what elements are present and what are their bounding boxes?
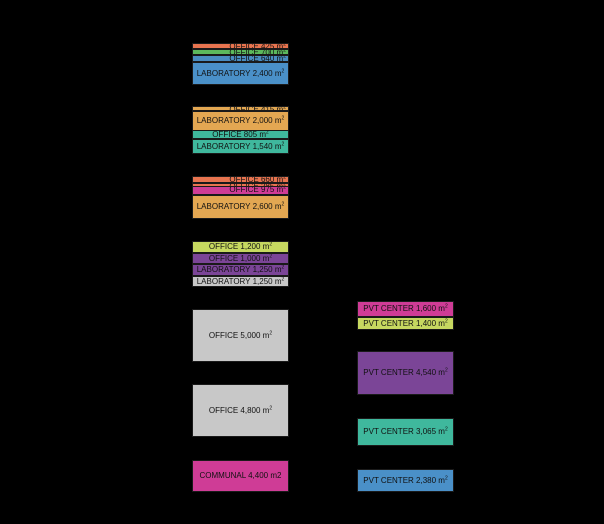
superscript: 2 (269, 329, 273, 336)
block-office-975: OFFICE 975 m2 (192, 186, 289, 195)
block-label: LABORATORY 1,250 m2 (196, 264, 285, 274)
block-label: LABORATORY 1,250 m2 (196, 276, 285, 286)
superscript: 2 (269, 404, 273, 411)
block-laboratory-1250-grey: LABORATORY 1,250 m2 (192, 276, 289, 287)
block-label: PVT CENTER 3,065 m2 (363, 426, 448, 436)
block-pvt-center-1600: PVT CENTER 1,600 m2 (357, 301, 454, 317)
block-pvt-center-4540: PVT CENTER 4,540 m2 (357, 351, 454, 395)
block-label: LABORATORY 1,540 m2 (196, 140, 285, 151)
block-label: COMMUNAL 4,400 m2 (199, 471, 282, 480)
superscript: 2 (281, 115, 285, 122)
block-office-805: OFFICE 805 m2 (192, 130, 289, 139)
block-office-1000: OFFICE 1,000 m2 (192, 253, 289, 264)
superscript: 2 (444, 303, 448, 310)
superscript: 2 (283, 43, 286, 48)
superscript: 2 (269, 253, 273, 259)
block-label: LABORATORY 2,400 m2 (196, 67, 285, 78)
block-communal-4400: COMMUNAL 4,400 m2 (192, 460, 289, 492)
block-label: OFFICE 425 m2 (229, 43, 286, 49)
block-office-700: OFFICE 700 m2 (192, 49, 289, 55)
superscript: 2 (281, 67, 285, 74)
block-label: OFFICE 975 m2 (229, 186, 286, 194)
block-label: OFFICE 1,000 m2 (208, 253, 273, 263)
superscript: 2 (281, 264, 285, 271)
superscript: 2 (444, 367, 448, 374)
superscript: 2 (283, 186, 286, 191)
superscript: 2 (283, 106, 286, 111)
block-office-5000: OFFICE 5,000 m2 (192, 309, 289, 362)
superscript: 2 (281, 276, 285, 282)
superscript: 2 (444, 426, 448, 433)
block-label: LABORATORY 2,600 m2 (196, 201, 285, 211)
block-label: PVT CENTER 4,540 m2 (363, 367, 448, 377)
block-laboratory-2000: LABORATORY 2,000 m2 (192, 111, 289, 131)
block-label: PVT CENTER 2,380 m2 (363, 474, 448, 485)
block-label: OFFICE 285 m2 (229, 183, 286, 187)
block-office-425: OFFICE 425 m2 (192, 43, 289, 49)
block-label: OFFICE 4,800 m2 (208, 404, 273, 415)
block-pvt-center-1400: PVT CENTER 1,400 m2 (357, 317, 454, 330)
block-laboratory-2400: LABORATORY 2,400 m2 (192, 62, 289, 85)
superscript: 2 (444, 317, 448, 324)
block-label: PVT CENTER 1,400 m2 (363, 317, 448, 328)
superscript: 2 (283, 183, 286, 187)
block-label: OFFICE 415 m2 (229, 106, 286, 111)
block-label: LABORATORY 2,000 m2 (196, 115, 285, 125)
superscript: 2 (266, 130, 269, 135)
block-label: OFFICE 1,200 m2 (208, 241, 273, 251)
superscript: 2 (283, 55, 286, 60)
block-label: PVT CENTER 1,600 m2 (363, 303, 448, 313)
block-pvt-center-3065: PVT CENTER 3,065 m2 (357, 418, 454, 446)
superscript: 2 (269, 241, 273, 248)
block-office-1200: OFFICE 1,200 m2 (192, 241, 289, 253)
block-label: OFFICE 700 m2 (229, 49, 286, 55)
block-office-4800: OFFICE 4,800 m2 (192, 384, 289, 437)
block-office-640: OFFICE 640 m2 (192, 55, 289, 62)
block-label: OFFICE 660 m2 (229, 176, 286, 183)
block-label: OFFICE 805 m2 (212, 130, 269, 139)
superscript: 2 (283, 176, 286, 181)
block-laboratory-1250-purple: LABORATORY 1,250 m2 (192, 264, 289, 276)
block-laboratory-2600: LABORATORY 2,600 m2 (192, 195, 289, 219)
block-laboratory-1540: LABORATORY 1,540 m2 (192, 139, 289, 154)
superscript: 2 (283, 49, 286, 54)
superscript: 2 (281, 201, 285, 208)
block-office-660: OFFICE 660 m2 (192, 176, 289, 183)
block-pvt-center-2380: PVT CENTER 2,380 m2 (357, 469, 454, 492)
block-office-415: OFFICE 415 m2 (192, 106, 289, 111)
superscript: 2 (444, 474, 448, 481)
block-label: OFFICE 5,000 m2 (208, 329, 273, 340)
block-label: OFFICE 640 m2 (229, 55, 286, 62)
superscript: 2 (281, 140, 285, 147)
